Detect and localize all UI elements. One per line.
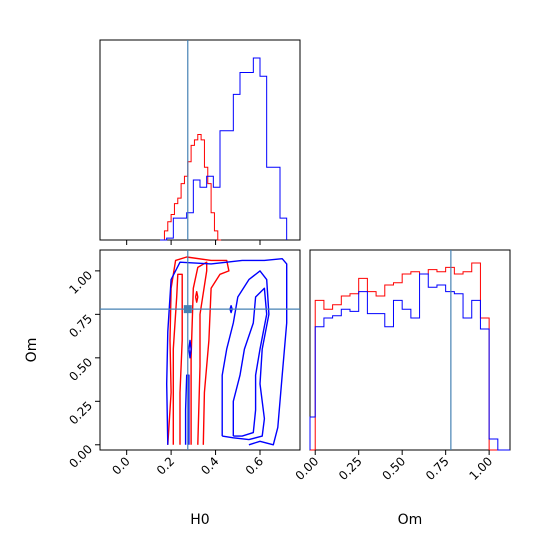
blue-contour-1 (221, 270, 270, 441)
red-contour-3 (194, 291, 199, 303)
om-y-tick-label: 1.00 (66, 268, 95, 297)
joint-panel (99, 249, 301, 451)
om-y-tick-label: 0.00 (66, 442, 95, 471)
axis-ticks: 0.0 0.2 0.4 0.6 0.00 0.25 0.50 0.75 1.00 0.00 0.25… (66, 240, 495, 483)
red-contour-1 (172, 273, 183, 445)
blue-om-histogram (309, 273, 510, 451)
h0-tick-label: 0.6 (243, 454, 266, 477)
blue-contour-5 (188, 339, 192, 359)
om-histograms (309, 250, 510, 451)
x-axis-label-h0: H0 (190, 512, 209, 528)
h0-tick-label: 0.2 (154, 454, 177, 477)
om-y-tick-label: 0.75 (66, 312, 95, 341)
y-axis-label-om: Om (24, 338, 40, 363)
om-x-tick-label: 0.00 (293, 454, 322, 483)
blue-contour-0 (165, 258, 288, 446)
joint-contours (100, 250, 300, 450)
h0-tick-label: 0.0 (109, 454, 132, 477)
om-marginal-panel (309, 249, 511, 451)
om-y-tick-label: 0.50 (66, 355, 95, 384)
blue-contour-2 (232, 287, 268, 437)
om-x-tick-label: 0.75 (423, 454, 452, 483)
h0-marginal-panel (99, 39, 301, 241)
red-h0-histogram (160, 133, 222, 241)
h0-tick-label: 0.4 (198, 454, 221, 477)
red-contour-2 (190, 261, 208, 445)
blue-h0-histogram (160, 57, 288, 241)
om-x-tick-label: 0.25 (336, 454, 365, 483)
truth-marker (183, 305, 192, 314)
om-y-tick-label: 0.25 (66, 399, 95, 428)
h0-histograms (160, 40, 288, 241)
x-axis-label-om: Om (398, 512, 423, 528)
om-x-tick-label: 1.00 (466, 454, 495, 483)
om-x-tick-label: 0.50 (380, 454, 409, 483)
red-om-histogram (310, 262, 510, 451)
red-contour-0 (167, 256, 230, 445)
